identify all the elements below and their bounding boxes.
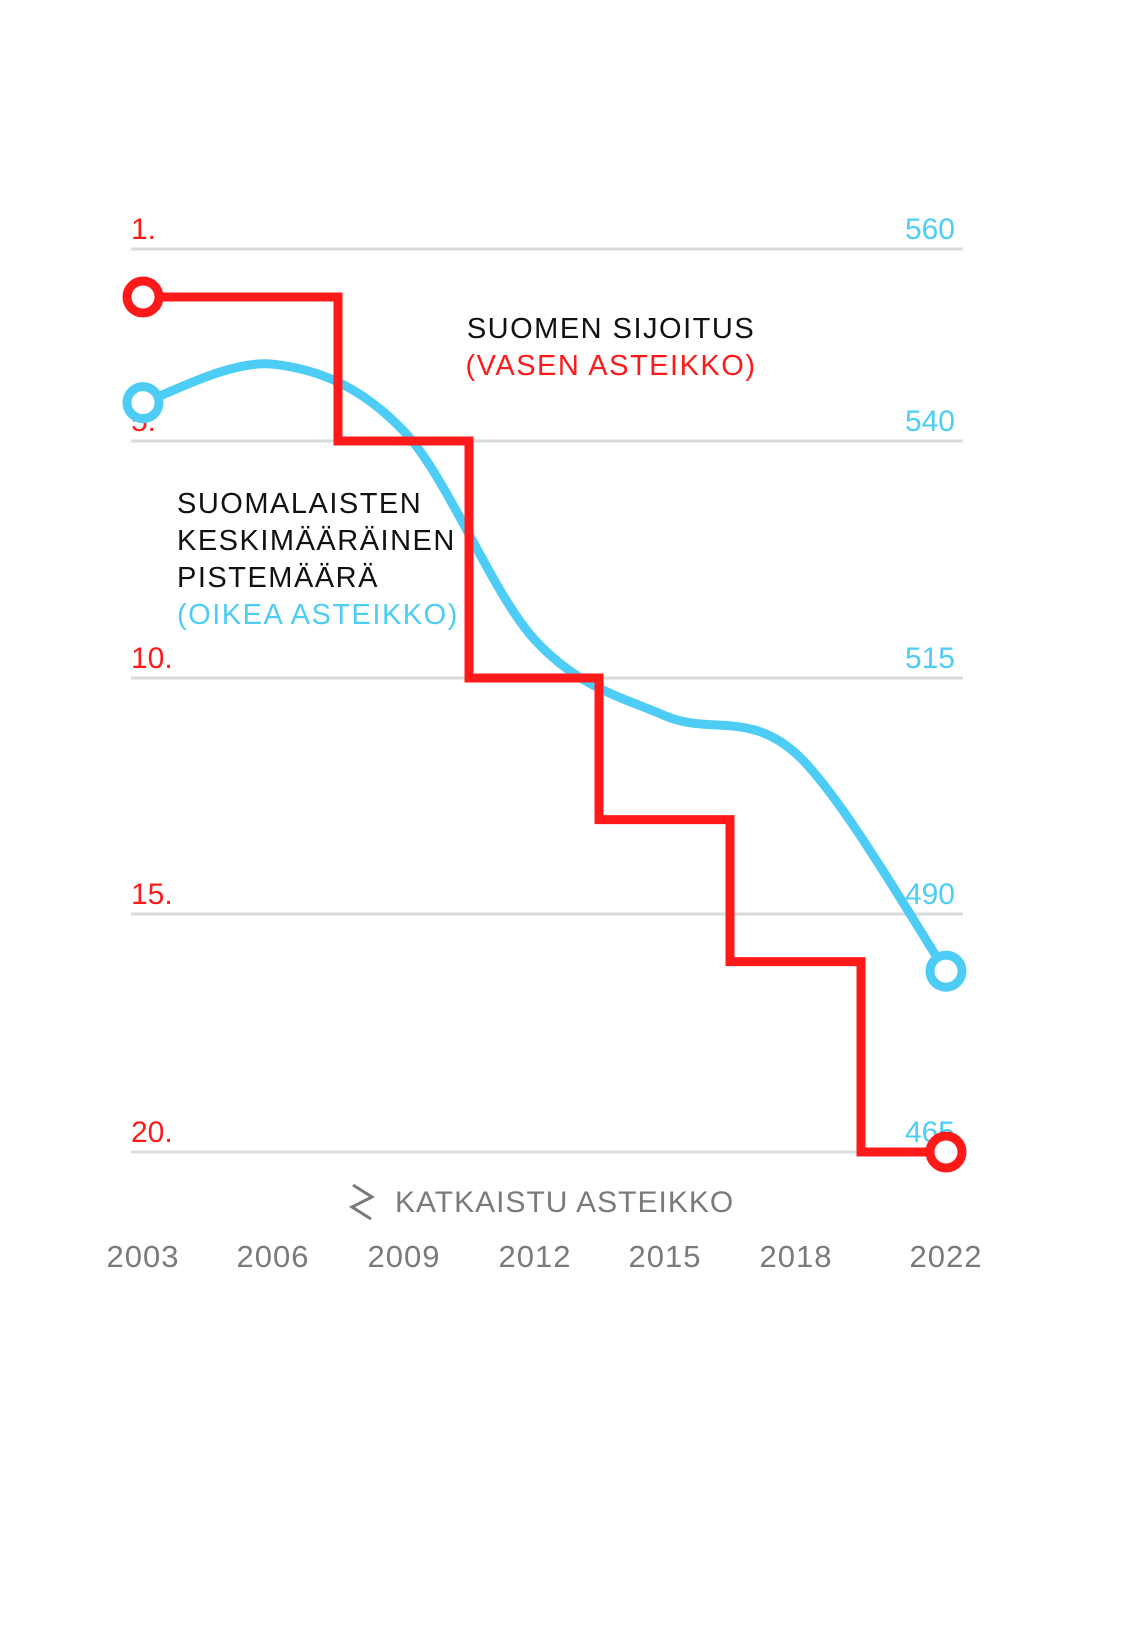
left-tick-label: 15. bbox=[131, 878, 173, 911]
blue-series-scale: (OIKEA ASTEIKKO) bbox=[177, 599, 459, 631]
right-tick-label: 560 bbox=[905, 213, 955, 246]
broken-scale-icon bbox=[348, 1183, 376, 1221]
blue-series-title-line-2: KESKIMÄÄRÄINEN bbox=[177, 525, 456, 557]
right-tick-label: 490 bbox=[905, 878, 955, 911]
red-start-marker bbox=[122, 276, 164, 318]
x-tick-label: 2006 bbox=[237, 1239, 310, 1274]
blue-start-marker bbox=[122, 382, 164, 424]
blue-series-line bbox=[138, 359, 951, 976]
red-end-marker bbox=[925, 1131, 967, 1173]
x-tick-label: 2018 bbox=[760, 1239, 833, 1274]
blue-series-title-line-1: SUOMALAISTEN bbox=[177, 488, 422, 520]
red-series-title: SUOMEN SIJOITUS bbox=[467, 313, 755, 345]
left-axis-ticks: 1.5.10.15.20. bbox=[131, 213, 173, 1149]
left-tick-label: 10. bbox=[131, 642, 173, 675]
blue-end-marker bbox=[925, 950, 967, 992]
x-tick-label: 2012 bbox=[499, 1239, 572, 1274]
x-tick-label: 2015 bbox=[629, 1239, 702, 1274]
x-tick-label: 2022 bbox=[910, 1239, 983, 1274]
right-tick-label: 515 bbox=[905, 642, 955, 675]
right-tick-label: 540 bbox=[905, 405, 955, 438]
x-tick-label: 2003 bbox=[107, 1239, 180, 1274]
series-layer bbox=[122, 276, 967, 1173]
red-series-scale: (VASEN ASTEIKKO) bbox=[466, 350, 757, 382]
left-tick-label: 20. bbox=[131, 1116, 173, 1149]
left-tick-label: 1. bbox=[131, 213, 156, 246]
blue-series-title-line-3: PISTEMÄÄRÄ bbox=[177, 562, 379, 594]
red-series-line bbox=[143, 292, 946, 1157]
x-tick-label: 2009 bbox=[368, 1239, 441, 1274]
broken-scale-note: KATKAISTU ASTEIKKO bbox=[395, 1186, 734, 1219]
x-axis-ticks: 2003 2006 2009 2012 2015 2018 2022 bbox=[107, 1239, 983, 1274]
gridlines bbox=[131, 247, 963, 1154]
